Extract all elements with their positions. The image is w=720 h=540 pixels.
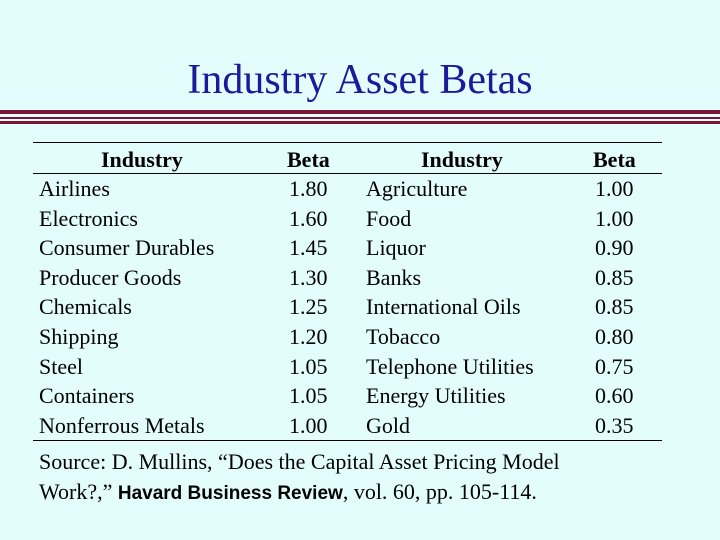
cell-beta-right: 1.00 — [595, 205, 634, 231]
source-line-2-suffix: , vol. 60, pp. 105-114. — [342, 479, 537, 504]
cell-industry-left: Airlines — [39, 176, 110, 201]
cell-beta-left: 1.20 — [289, 323, 328, 349]
title-divider — [0, 121, 720, 124]
cell-beta-left: 1.00 — [289, 412, 328, 438]
slide-title: Industry Asset Betas — [187, 57, 533, 103]
table-row: Nonferrous Metals 1.00 Gold 0.35 — [33, 411, 662, 442]
cell-beta-left: 1.30 — [289, 264, 328, 290]
cell-beta-right: 0.90 — [595, 235, 634, 261]
cell-industry-left: Producer Goods — [39, 264, 182, 290]
table-row: Electronics 1.60 Food 1.00 — [33, 204, 662, 234]
source-line-1: Source: D. Mullins, “Does the Capital As… — [39, 449, 560, 474]
cell-industry-right: Agriculture — [366, 176, 468, 201]
table-row: Chemicals 1.25 International Oils 0.85 — [33, 292, 662, 322]
cell-beta-right: 0.85 — [595, 264, 634, 290]
title-divider — [0, 110, 720, 114]
cell-beta-right: 0.35 — [595, 412, 634, 438]
cell-beta-left: 1.45 — [289, 235, 328, 261]
source-line-2-prefix: Work?,” — [39, 479, 118, 504]
cell-industry-right: Gold — [366, 412, 410, 438]
cell-beta-left: 1.80 — [289, 176, 328, 201]
source-line-2: Work?,” Havard Business Review, vol. 60,… — [39, 477, 679, 509]
header-beta-left: Beta — [287, 147, 330, 172]
beta-table: Industry Beta Industry Beta Airlines 1.80… — [33, 142, 662, 442]
table-row: Steel 1.05 Telephone Utilities 0.75 — [33, 352, 662, 382]
source-citation: Source: D. Mullins, “Does the Capital As… — [39, 447, 679, 509]
cell-beta-right: 1.00 — [595, 176, 634, 201]
table-row: Consumer Durables 1.45 Liquor 0.90 — [33, 233, 662, 263]
cell-beta-right: 0.85 — [595, 294, 634, 320]
cell-industry-left: Steel — [39, 353, 83, 379]
cell-industry-right: Energy Utilities — [366, 383, 506, 409]
cell-industry-left: Nonferrous Metals — [39, 412, 205, 438]
cell-industry-left: Consumer Durables — [39, 235, 215, 261]
cell-beta-left: 1.05 — [289, 353, 328, 379]
cell-beta-right: 0.75 — [595, 353, 634, 379]
cell-industry-left: Shipping — [39, 323, 119, 349]
cell-industry-left: Containers — [39, 383, 135, 409]
table-row: Shipping 1.20 Tobacco 0.80 — [33, 322, 662, 352]
cell-beta-left: 1.25 — [289, 294, 328, 320]
header-industry-left: Industry — [101, 147, 183, 172]
cell-beta-left: 1.05 — [289, 383, 328, 409]
cell-beta-left: 1.60 — [289, 205, 328, 231]
cell-industry-right: Tobacco — [366, 323, 441, 349]
title-divider — [0, 117, 720, 119]
cell-industry-right: International Oils — [366, 294, 521, 320]
table-row: Producer Goods 1.30 Banks 0.85 — [33, 263, 662, 293]
cell-industry-right: Banks — [366, 264, 421, 290]
header-industry-right: Industry — [421, 147, 503, 172]
cell-industry-left: Electronics — [39, 205, 138, 231]
cell-industry-right: Food — [366, 205, 412, 231]
table-row: Airlines 1.80 Agriculture 1.00 — [33, 174, 662, 204]
cell-beta-right: 0.60 — [595, 383, 634, 409]
journal-name: Havard Business Review — [117, 483, 343, 504]
table-row: Containers 1.05 Energy Utilities 0.60 — [33, 381, 662, 411]
cell-industry-right: Liquor — [366, 235, 426, 261]
table-body: Airlines 1.80 Agriculture 1.00 Electronics 1.… — [33, 174, 662, 442]
header-beta-right: Beta — [593, 147, 636, 172]
table-header: Industry Beta Industry Beta — [33, 143, 662, 174]
cell-industry-left: Chemicals — [39, 294, 132, 320]
cell-industry-right: Telephone Utilities — [366, 353, 534, 379]
cell-beta-right: 0.80 — [595, 323, 634, 349]
